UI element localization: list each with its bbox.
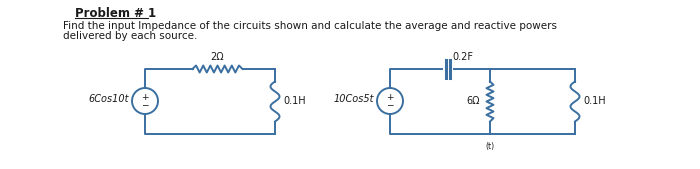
Text: 6Ω: 6Ω [466,96,480,106]
Text: 0.1H: 0.1H [583,96,606,106]
Text: Find the input Impedance of the circuits shown and calculate the average and rea: Find the input Impedance of the circuits… [63,21,557,31]
Text: 10Cos5t: 10Cos5t [333,94,374,104]
Text: (t): (t) [485,142,495,151]
Text: 2Ω: 2Ω [211,52,224,62]
Text: −: − [141,101,148,110]
Text: 6Cos10t: 6Cos10t [88,94,129,104]
Text: −: − [386,101,393,110]
Text: delivered by each source.: delivered by each source. [63,31,197,41]
Text: Problem # 1: Problem # 1 [75,7,156,20]
Text: 0.1H: 0.1H [283,96,306,106]
Text: +: + [141,92,148,102]
Text: 0.2F: 0.2F [452,52,473,62]
Text: +: + [386,92,393,102]
